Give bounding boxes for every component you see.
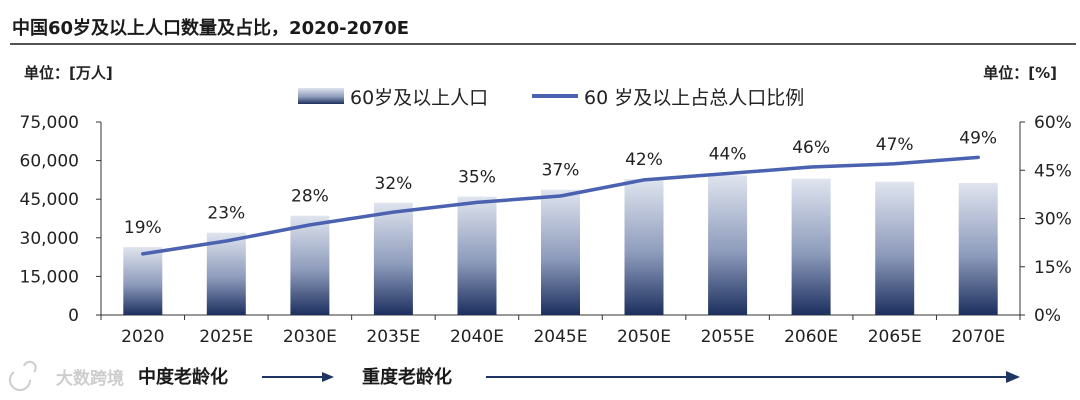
stage-severe-label: 重度老龄化 bbox=[362, 366, 452, 388]
bar-2020 bbox=[123, 247, 163, 315]
x-ticks-layer: 2020 2025E 2030E 2035E 2040E 2045E 2050E 2055E 2… bbox=[100, 315, 1021, 347]
ratio-label-2065E: 47% bbox=[876, 135, 914, 155]
watermark-logo-icon bbox=[9, 360, 37, 391]
x-tick-label-2055E: 2055E bbox=[701, 327, 755, 347]
left-axis-unit: 单位：[万人] bbox=[24, 64, 113, 82]
y-left-tick-label: 15,000 bbox=[20, 267, 79, 287]
bar-2030E bbox=[290, 215, 330, 315]
ratio-label-2055E: 44% bbox=[709, 145, 747, 165]
bar-2045E bbox=[541, 189, 580, 315]
legend-bar-label: 60岁及以上人口 bbox=[350, 87, 488, 109]
y-right-tick-label: 0% bbox=[1034, 306, 1061, 326]
y-left-tick-label: 0 bbox=[68, 306, 79, 326]
watermark: 大数跨境 bbox=[9, 360, 124, 391]
ratio-line bbox=[141, 155, 980, 256]
x-tick-label-2040E: 2040E bbox=[450, 327, 504, 347]
x-tick-label-2025E: 2025E bbox=[199, 327, 253, 347]
ratio-label-2045E: 37% bbox=[542, 161, 580, 181]
ratio-label-2050E: 42% bbox=[625, 150, 663, 170]
line-layer bbox=[141, 155, 980, 256]
ratio-label-2030E: 28% bbox=[291, 187, 329, 207]
ratio-label-2025E: 23% bbox=[207, 204, 245, 224]
legend-line-label: 60 岁及以上占总人口比例 bbox=[584, 87, 804, 109]
stage-severe-arrowhead bbox=[1006, 371, 1020, 383]
ratio-label-2035E: 32% bbox=[375, 174, 413, 194]
watermark-text: 大数跨境 bbox=[56, 368, 124, 389]
chart-title: 中国60岁及以上人口数量及占比，2020-2070E bbox=[12, 17, 409, 39]
bar-2050E bbox=[624, 179, 664, 315]
y-right-tick-label: 15% bbox=[1034, 258, 1072, 278]
y-left-tick-label: 45,000 bbox=[20, 190, 79, 210]
y-right-tick-label: 60% bbox=[1034, 113, 1072, 133]
stage-moderate-arrowhead bbox=[322, 372, 334, 382]
y-right-tick-label: 30% bbox=[1034, 210, 1072, 230]
x-tick-label-2050E: 2050E bbox=[617, 327, 671, 347]
x-tick-label-2035E: 2035E bbox=[366, 327, 420, 347]
x-tick-label-2065E: 2065E bbox=[868, 327, 922, 347]
point-labels-layer: 19% 23% 28% 32% 35% 37% 42% 44% 46% 47% 49% bbox=[124, 128, 997, 238]
bar-2065E bbox=[875, 181, 915, 315]
ratio-label-2040E: 35% bbox=[458, 168, 496, 188]
x-tick-label-2070E: 2070E bbox=[951, 327, 1005, 347]
bar-2070E bbox=[958, 183, 998, 315]
bar-2060E bbox=[791, 178, 831, 315]
bar-2025E bbox=[206, 232, 246, 315]
x-tick-label-2045E: 2045E bbox=[533, 327, 587, 347]
ratio-label-2070E: 49% bbox=[959, 128, 997, 148]
y-ticks-layer: 0 15,000 30,000 45,000 60,000 75,000 0% 15% 30% 4… bbox=[20, 113, 1072, 326]
legend: 60岁及以上人口 60 岁及以上占总人口比例 bbox=[298, 87, 804, 109]
right-axis-unit: 单位：[%] bbox=[983, 64, 1057, 82]
aging-stages: 中度老龄化 重度老龄化 bbox=[138, 366, 1020, 388]
x-tick-label-2030E: 2030E bbox=[283, 327, 337, 347]
y-left-tick-label: 60,000 bbox=[20, 152, 79, 172]
ratio-label-2060E: 46% bbox=[792, 138, 830, 158]
bar-2055E bbox=[708, 175, 748, 315]
bar-2035E bbox=[373, 202, 413, 315]
x-tick-label-2020: 2020 bbox=[121, 327, 164, 347]
stage-moderate-label: 中度老龄化 bbox=[138, 366, 228, 388]
x-tick-label-2060E: 2060E bbox=[784, 327, 838, 347]
y-left-tick-label: 30,000 bbox=[20, 229, 79, 249]
bars-layer bbox=[123, 175, 998, 315]
bar-2040E bbox=[457, 196, 497, 315]
legend-bar-swatch bbox=[298, 88, 344, 104]
ratio-label-2020: 19% bbox=[124, 218, 162, 238]
y-right-tick-label: 45% bbox=[1034, 161, 1072, 181]
y-left-tick-label: 75,000 bbox=[20, 113, 79, 133]
